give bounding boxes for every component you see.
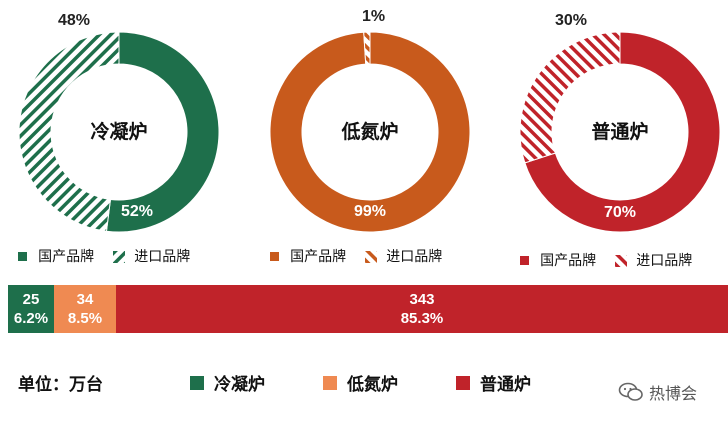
legend-swatch [190, 375, 204, 390]
donut-chart-low-nitrogen [269, 31, 471, 233]
legend-swatch-hatch [615, 254, 628, 267]
legend-label: 国产品牌 [290, 249, 347, 265]
bar-segment: 25 6.2% [8, 285, 54, 333]
donut-center-label: 低氮炉 [341, 121, 399, 143]
slice-label: 1% [362, 8, 386, 25]
donut-slice-domestic [105, 31, 220, 233]
donut-slice-domestic [524, 31, 721, 233]
donut-legend: 国产品牌 进口品牌 [270, 246, 442, 266]
slice-label: 48% [58, 12, 91, 29]
unit-label: 单位：万台 [18, 375, 103, 395]
donut-slice-import [519, 31, 621, 164]
bar-value-label: 343 [409, 291, 435, 308]
legend-swatch-hatch [113, 250, 126, 263]
slice-label: 99% [354, 203, 387, 220]
donut-slice-import [18, 31, 120, 232]
slice-label: 70% [604, 204, 637, 221]
bar-value-label: 34 [76, 291, 94, 308]
bar-percent-label: 85.3% [400, 310, 444, 327]
watermark-text: 热博会 [649, 384, 698, 403]
bar-percent-label: 6.2% [13, 310, 49, 327]
donut-legend: 国产品牌 进口品牌 [520, 250, 692, 270]
legend-label: 进口品牌 [386, 249, 443, 265]
legend-swatch [456, 375, 470, 390]
legend-label: 进口品牌 [134, 249, 191, 265]
legend-swatch-solid [18, 252, 27, 261]
wechat-icon [618, 382, 643, 401]
donut-chart-normal [519, 31, 721, 233]
donut-slice-import [363, 31, 371, 65]
donut-legend: 国产品牌 进口品牌 [18, 246, 190, 266]
legend-label: 普通炉 [480, 375, 531, 395]
legend-label: 进口品牌 [636, 253, 693, 269]
donut-center-label: 冷凝炉 [90, 121, 148, 143]
slice-label: 52% [121, 203, 154, 220]
slice-label: 30% [555, 12, 588, 29]
legend-label: 冷凝炉 [214, 375, 265, 395]
donut-chart-condensing [18, 31, 220, 233]
bar-percent-label: 8.5% [67, 310, 103, 327]
legend-label: 国产品牌 [38, 249, 95, 265]
legend-swatch-solid [520, 256, 529, 265]
legend-swatch [323, 375, 337, 390]
donut-center-label: 普通炉 [591, 121, 649, 143]
watermark: 热博会 [618, 380, 697, 404]
legend-swatch-hatch [365, 250, 378, 263]
bar-segment: 34 8.5% [54, 285, 116, 333]
legend-label: 国产品牌 [540, 253, 597, 269]
legend-swatch-solid [270, 252, 279, 261]
stacked-bar: 25 6.2% 34 8.5% 343 85.3% [8, 285, 728, 333]
bar-value-label: 25 [22, 291, 40, 308]
bar-segment: 343 85.3% [116, 285, 728, 333]
donut-slice-domestic [269, 31, 471, 233]
bottom-legend: 冷凝炉 低氮炉 普通炉 [190, 370, 531, 395]
legend-label: 低氮炉 [347, 375, 398, 395]
